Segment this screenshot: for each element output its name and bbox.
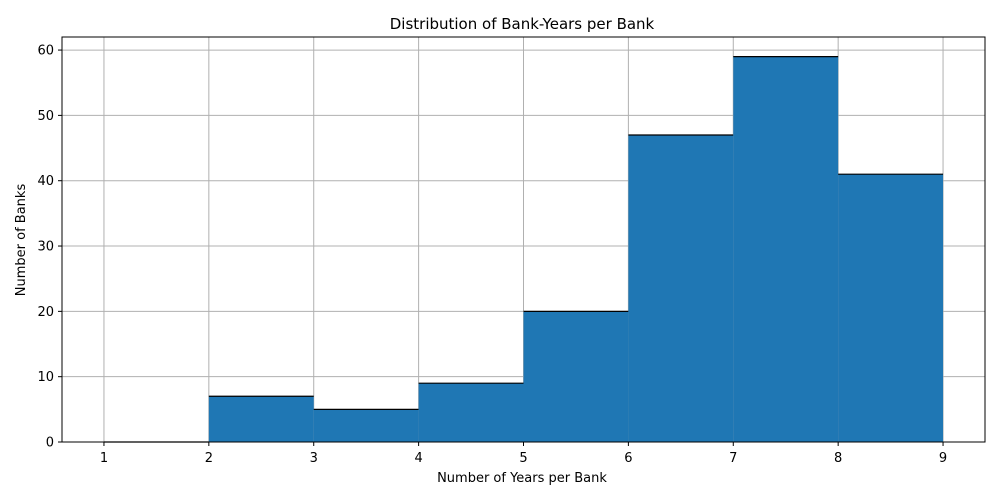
histogram-bar (838, 174, 944, 442)
y-tick-label: 10 (37, 370, 54, 385)
y-tick-label: 50 (37, 109, 54, 124)
x-tick-label: 1 (100, 451, 108, 466)
x-tick-label: 4 (414, 451, 422, 466)
x-tick-label: 3 (310, 451, 318, 466)
y-tick-label: 0 (46, 436, 54, 451)
y-tick-label: 40 (37, 174, 54, 189)
x-axis-ticks: 1 2 3 4 5 6 7 8 9 (100, 442, 947, 466)
x-tick-label: 9 (939, 451, 947, 466)
y-axis-ticks: 0 10 20 30 40 50 60 (37, 44, 62, 451)
y-tick-label: 30 (37, 240, 54, 255)
chart-title: Distribution of Bank-Years per Bank (390, 15, 655, 33)
histogram-bar (418, 383, 524, 442)
x-tick-label: 7 (729, 451, 737, 466)
x-tick-label: 5 (519, 451, 527, 466)
y-tick-label: 20 (37, 305, 54, 320)
y-tick-label: 60 (37, 44, 54, 59)
histogram-bar (733, 56, 839, 443)
x-tick-label: 8 (834, 451, 842, 466)
x-tick-label: 6 (624, 451, 632, 466)
histogram-bars (103, 55, 944, 443)
histogram-bar (313, 409, 419, 442)
histogram-bar (628, 134, 734, 442)
y-axis-label: Number of Banks (14, 184, 29, 297)
histogram-bar (523, 311, 629, 442)
x-axis-label: Number of Years per Bank (437, 471, 607, 486)
x-tick-label: 2 (205, 451, 213, 466)
histogram-bar (208, 396, 314, 442)
